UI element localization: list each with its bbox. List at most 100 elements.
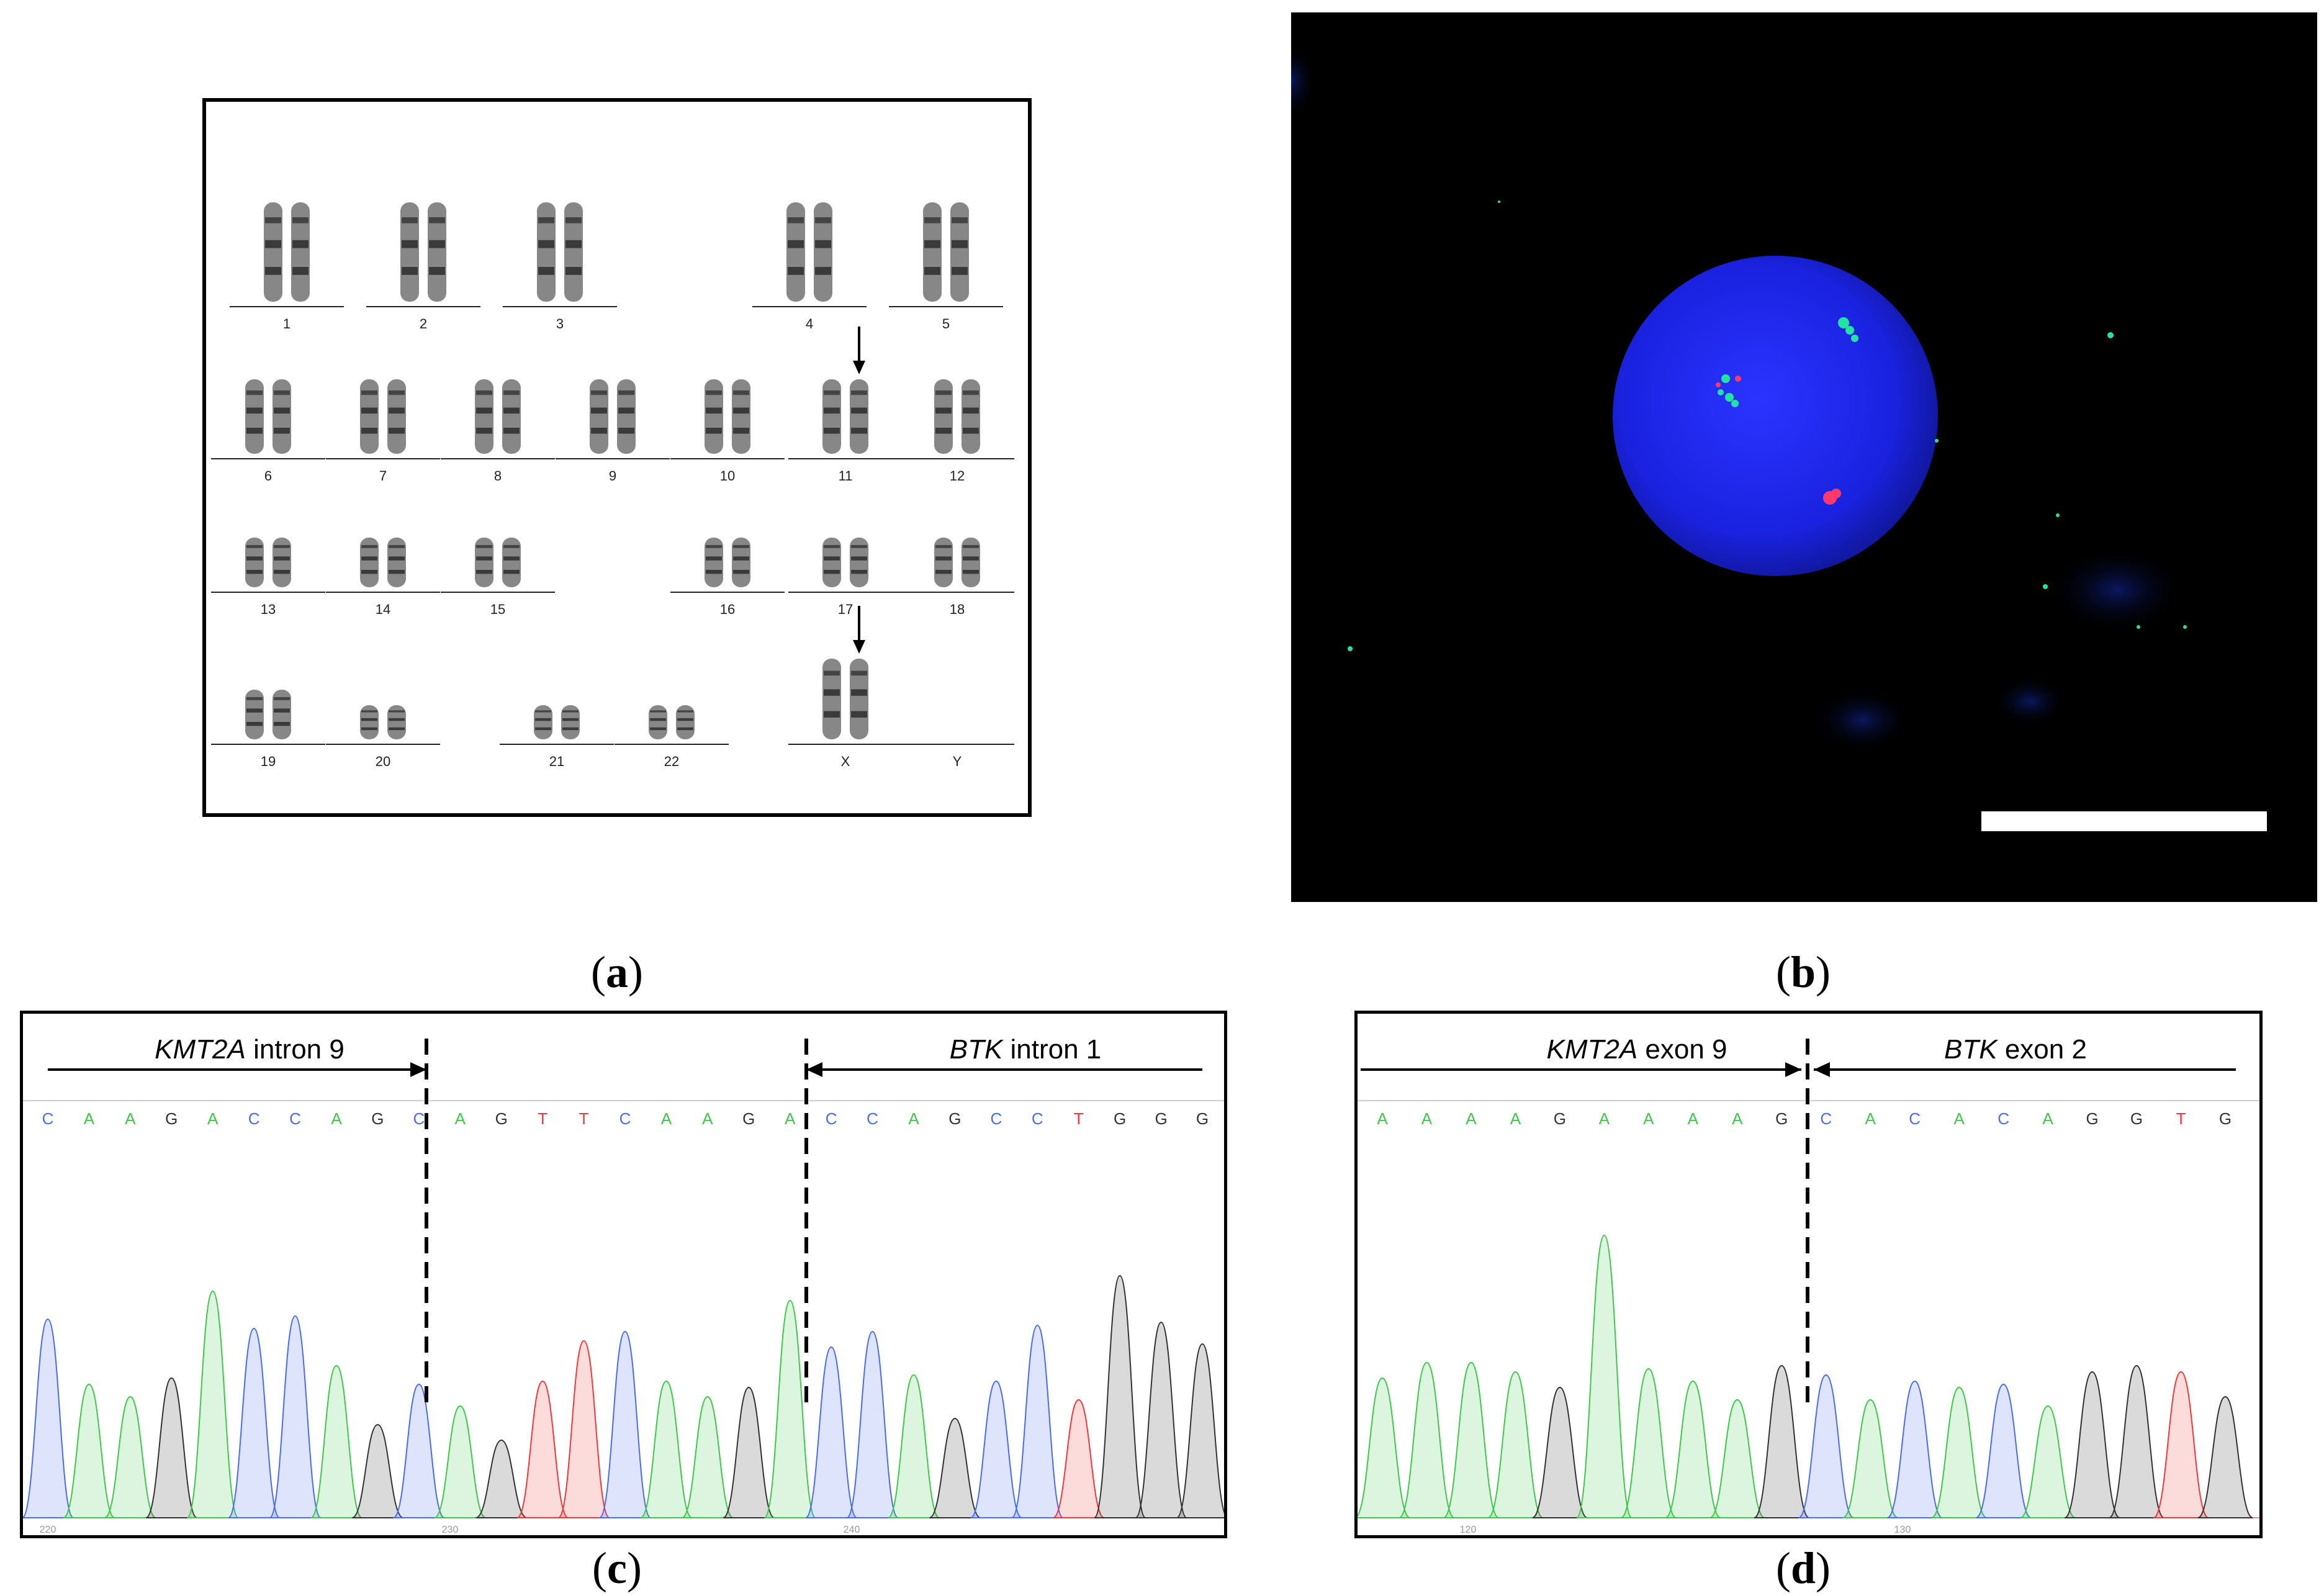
label-right-d: BTK exon 2 bbox=[1944, 1034, 2087, 1065]
base-call-C: C bbox=[990, 1109, 1002, 1128]
base-call-C: C bbox=[248, 1109, 260, 1128]
trace-peak bbox=[393, 1383, 445, 1518]
trace-peak bbox=[1798, 1374, 1854, 1518]
trace-peak bbox=[970, 1380, 1022, 1518]
trace-peak bbox=[682, 1395, 734, 1518]
base-call-G: G bbox=[742, 1109, 755, 1128]
base-call-A: A bbox=[455, 1109, 466, 1128]
chromosome-pair-X: X bbox=[788, 606, 903, 769]
trace-peak bbox=[186, 1290, 239, 1518]
chromosome-pair-11: 11 bbox=[788, 327, 903, 484]
chromosome-label: 7 bbox=[379, 468, 387, 484]
trace-peak bbox=[1931, 1386, 1987, 1518]
base-call-C: C bbox=[289, 1109, 301, 1128]
base-call-T: T bbox=[538, 1109, 547, 1128]
chromatogram-c: KMT2A intron 9 BTK intron 1 C A A G A C C A G C A G… bbox=[20, 1011, 1229, 1538]
base-call-C: C bbox=[826, 1109, 837, 1128]
trace-peak bbox=[2153, 1371, 2209, 1518]
base-call-C: C bbox=[1997, 1109, 2009, 1128]
chromosome-label: 2 bbox=[420, 316, 427, 331]
base-call-A: A bbox=[1377, 1109, 1388, 1128]
chromosome-label: 6 bbox=[264, 468, 272, 484]
trace-peak bbox=[1354, 1377, 1410, 1518]
base-call-A: A bbox=[1953, 1109, 1965, 1128]
chromosome-label: 10 bbox=[720, 468, 735, 484]
base-call-G: G bbox=[1554, 1109, 1566, 1128]
position-label: 240 bbox=[844, 1525, 860, 1535]
chromosome-label: 3 bbox=[556, 316, 564, 331]
trace-peak bbox=[21, 1318, 74, 1518]
trace-peak bbox=[434, 1405, 486, 1518]
scale-bar bbox=[1981, 811, 2267, 831]
trace-peak bbox=[104, 1395, 156, 1518]
karyotype-panel: 1 2 3 4 5 6 7 8 9 10 11 12 13 14 15 16 17 18 19 20 21 22 X Y bbox=[202, 98, 1032, 817]
chromosome-pair-19: 19 bbox=[211, 690, 325, 769]
base-call-A: A bbox=[207, 1109, 218, 1128]
base-call-C: C bbox=[867, 1109, 878, 1128]
base-call-G: G bbox=[948, 1109, 961, 1128]
base-call-G: G bbox=[2086, 1109, 2098, 1128]
base-call-A: A bbox=[1688, 1109, 1699, 1128]
base-call-G: G bbox=[1155, 1109, 1167, 1128]
trace-peak bbox=[1754, 1364, 1810, 1518]
chromosome-label: 12 bbox=[950, 468, 965, 484]
base-call-C: C bbox=[1032, 1109, 1043, 1128]
caption-a: (a) bbox=[591, 947, 643, 997]
trace-peak bbox=[1011, 1324, 1064, 1518]
base-call-A: A bbox=[84, 1109, 95, 1128]
chromosome-label: 15 bbox=[490, 602, 505, 617]
trace-peak bbox=[269, 1315, 322, 1518]
nucleus bbox=[1613, 256, 1938, 576]
chromosome-label: 4 bbox=[806, 316, 813, 331]
chromatogram-d: KMT2A exon 9 BTK exon 2 A A A A G A A A A G C A C A C A… bbox=[1354, 1011, 2263, 1538]
position-label: 120 bbox=[1460, 1525, 1477, 1535]
base-call-G: G bbox=[165, 1109, 178, 1128]
trace-peak bbox=[1532, 1386, 1588, 1518]
base-call-A: A bbox=[785, 1109, 796, 1128]
chromosome-pair-13: 13 bbox=[211, 538, 325, 617]
base-call-A: A bbox=[1466, 1109, 1477, 1128]
position-label: 220 bbox=[40, 1525, 56, 1535]
trace-peak bbox=[310, 1364, 363, 1518]
chromosome-pair-22: 22 bbox=[615, 705, 729, 769]
base-call-A: A bbox=[1865, 1109, 1876, 1128]
chromosome-pair-6: 6 bbox=[211, 379, 325, 484]
trace-peak bbox=[805, 1346, 857, 1518]
base-call-A: A bbox=[1510, 1109, 1521, 1128]
region-arrows bbox=[48, 1062, 1202, 1077]
trace-peak bbox=[145, 1377, 197, 1518]
base-call-A: A bbox=[1421, 1109, 1433, 1128]
base-call-A: A bbox=[1643, 1109, 1654, 1128]
trace-peak bbox=[929, 1417, 981, 1518]
base-call-C: C bbox=[42, 1109, 54, 1128]
trace-peak bbox=[475, 1439, 528, 1518]
base-call-T: T bbox=[1074, 1109, 1084, 1128]
trace-peak bbox=[1176, 1343, 1229, 1518]
base-call-C: C bbox=[413, 1109, 425, 1128]
arrow-marker bbox=[853, 606, 865, 654]
base-call-G: G bbox=[1114, 1109, 1126, 1128]
chromosome-label: 19 bbox=[261, 754, 276, 769]
base-call-G: G bbox=[371, 1109, 384, 1128]
chromosome-pair-1: 1 bbox=[230, 202, 344, 331]
chromosome-pair-17: 17 bbox=[788, 538, 903, 617]
caption-b: (b) bbox=[1775, 947, 1831, 997]
trace-peak bbox=[888, 1374, 940, 1518]
arrow-marker bbox=[853, 327, 865, 374]
trace-peak bbox=[1443, 1361, 1499, 1518]
trace-peak bbox=[1842, 1399, 1898, 1518]
chromosome-pair-3: 3 bbox=[503, 202, 617, 331]
chromosome-pair-21: 21 bbox=[500, 705, 614, 769]
trace-peak bbox=[1665, 1380, 1721, 1518]
position-label: 230 bbox=[442, 1525, 459, 1535]
label-left-d: KMT2A exon 9 bbox=[1546, 1034, 1727, 1065]
chromosome-label: 9 bbox=[609, 468, 616, 484]
caption-d: (d) bbox=[1775, 1543, 1831, 1593]
base-call-A: A bbox=[661, 1109, 672, 1128]
chromosome-label: 18 bbox=[950, 602, 965, 617]
base-call-C: C bbox=[1820, 1109, 1832, 1128]
label-left-c: KMT2A intron 9 bbox=[155, 1034, 345, 1065]
chromosome-label: 16 bbox=[720, 602, 735, 617]
green-signals bbox=[1348, 201, 2187, 651]
trace-peak bbox=[846, 1330, 899, 1518]
